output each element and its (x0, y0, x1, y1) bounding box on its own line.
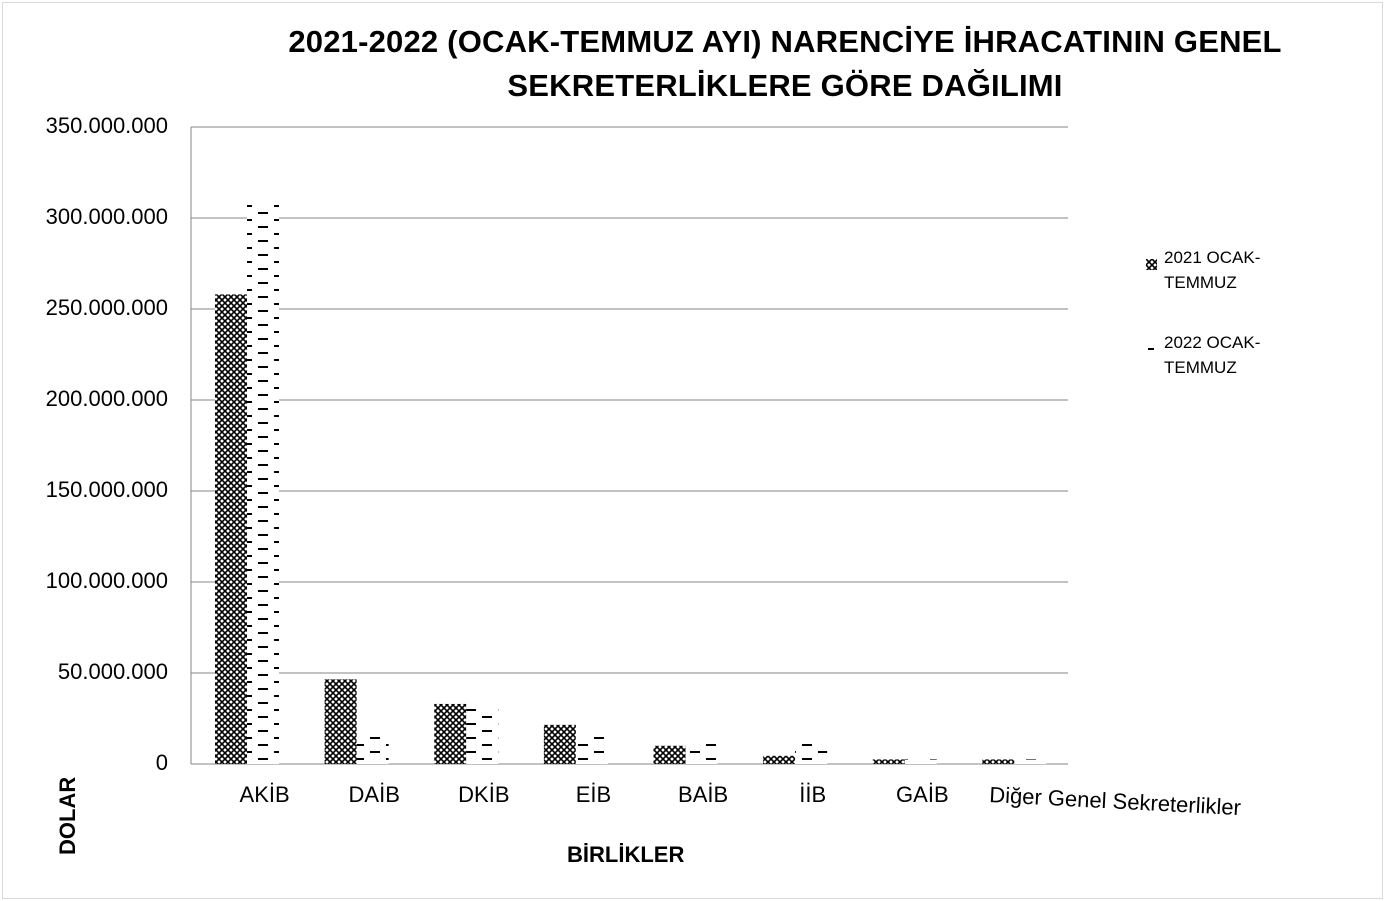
bar-2021 (763, 755, 796, 764)
y-tick-label: 100.000.000 (45, 568, 168, 593)
y-tick-label: 350.000.000 (45, 113, 168, 138)
legend-swatch-dashes (1146, 337, 1157, 350)
bar-2021 (982, 759, 1015, 764)
bar-2021 (872, 759, 905, 764)
y-tick-label: 50.000.000 (57, 659, 168, 684)
bar-2022 (247, 203, 279, 764)
y-tick-label: 150.000.000 (45, 477, 168, 502)
legend-label-2022: 2022 OCAK-TEMMUZ (1164, 333, 1261, 377)
bar-2022 (466, 704, 499, 764)
y-tick-label: 300.000.000 (45, 204, 168, 229)
legend-item-2022: 2022 OCAK-TEMMUZ (1146, 330, 1276, 380)
bar-2022 (356, 736, 389, 764)
chart-title-line-1: 2021-2022 (OCAK-TEMMUZ AYI) NARENCİYE İH… (288, 24, 1282, 59)
x-tick-label: AKİB (239, 782, 290, 807)
bar-2022 (685, 743, 718, 764)
y-tick-label: 0 (155, 750, 168, 775)
chart-title-line-2: SEKRETERLİKLERE GÖRE DAĞILIMI (507, 68, 1063, 103)
legend-label-2021: 2021 OCAK-TEMMUZ (1164, 248, 1261, 292)
x-tick-label: EİB (575, 782, 612, 807)
x-tick-label: DKİB (458, 782, 510, 807)
legend-item-2021: 2021 OCAK-TEMMUZ (1146, 245, 1276, 295)
y-tick-label: 200.000.000 (45, 386, 168, 411)
bars (215, 203, 1047, 764)
bar-2021 (653, 745, 686, 764)
bar-2022 (904, 759, 937, 764)
gridlines (190, 126, 1068, 765)
bar-2021 (543, 724, 576, 764)
x-tick-label: İİB (799, 782, 827, 807)
bar-2022 (1014, 759, 1047, 764)
x-axis-label: BİRLİKLER (567, 842, 685, 867)
bar-2022 (795, 743, 828, 764)
x-tick-label: GAİB (896, 782, 949, 807)
bar-2022 (575, 736, 608, 764)
x-tick-label: BAİB (678, 782, 729, 807)
bar-2021 (434, 703, 467, 764)
y-axis-label: DOLAR (55, 776, 80, 855)
bar-2021 (324, 679, 357, 764)
legend-swatch-crosshatch (1146, 252, 1157, 270)
x-tick-label: DAİB (348, 782, 400, 807)
y-tick-label: 250.000.000 (45, 295, 168, 320)
bar-2021 (215, 294, 247, 764)
